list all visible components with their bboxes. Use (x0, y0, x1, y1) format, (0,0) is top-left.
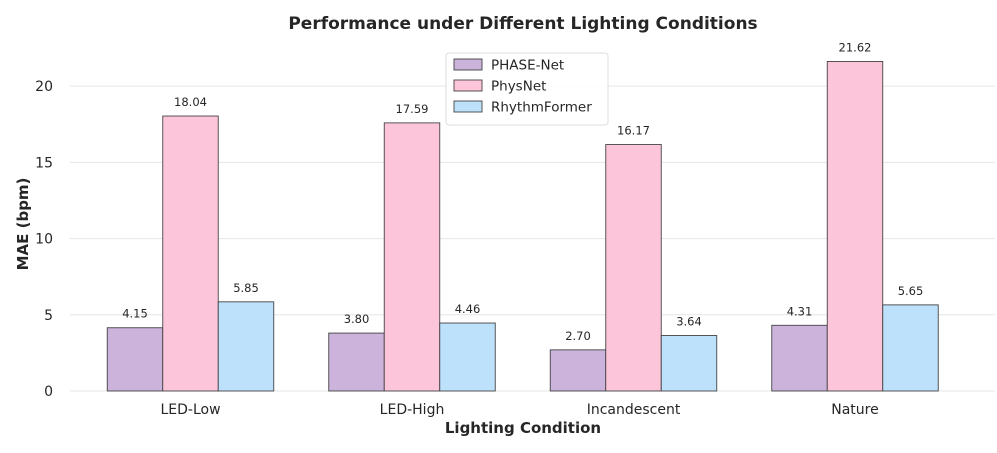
data-label: 16.17 (617, 124, 650, 138)
y-tick-label: 10 (35, 232, 53, 248)
y-tick-label: 15 (35, 155, 53, 171)
bar-rhythmformer-led-high (439, 322, 496, 392)
x-tick-label: LED-Low (160, 402, 220, 418)
bar-phase-net-led-high (328, 332, 385, 392)
y-tick-label: 5 (44, 308, 53, 324)
x-tick-label: LED-High (380, 402, 445, 418)
data-label: 17.59 (396, 102, 429, 116)
bar-physnet-led-high (383, 122, 441, 392)
data-label: 18.04 (174, 95, 207, 109)
legend-label: PHASE-Net (491, 58, 564, 74)
y-tick-label: 0 (44, 384, 53, 400)
chart-title: Performance under Different Lighting Con… (288, 14, 757, 34)
x-axis-label: Lighting Condition (445, 419, 601, 437)
data-label: 3.80 (344, 312, 370, 326)
legend-label: PhysNet (491, 79, 546, 95)
data-label: 4.15 (122, 307, 148, 321)
y-tick-label: 20 (35, 79, 53, 95)
legend-swatch (453, 100, 483, 113)
bar-physnet-nature (826, 61, 884, 392)
legend: PHASE-Net PhysNet RhythmFormer (445, 52, 609, 126)
data-label: 21.62 (839, 40, 872, 54)
y-axis-label: MAE (bpm) (14, 178, 32, 271)
data-label: 4.31 (787, 304, 813, 318)
x-tick-label: Incandescent (587, 402, 681, 418)
data-label: 5.65 (898, 284, 924, 298)
data-labels: 4.15 18.04 5.85 3.80 17.59 4.46 2.70 16.17 3.64 4… (122, 40, 923, 342)
x-axis-ticks: LED-Low LED-High Incandescent Nature (160, 402, 878, 418)
legend-swatch (453, 79, 483, 92)
bars (106, 61, 939, 392)
data-label: 4.46 (455, 302, 481, 316)
bar-rhythmformer-incandescent (660, 335, 718, 392)
bar-rhythmformer-nature (882, 304, 939, 392)
bar-physnet-led-low (162, 115, 219, 392)
data-label: 2.70 (565, 329, 591, 343)
legend-label: RhythmFormer (491, 100, 592, 116)
bar-rhythmformer-led-low (217, 301, 275, 392)
bar-phase-net-nature (771, 324, 828, 392)
x-tick-label: Nature (831, 402, 878, 418)
legend-swatch (453, 58, 483, 71)
data-label: 5.85 (233, 281, 259, 295)
data-label: 3.64 (676, 315, 702, 329)
legend-box (445, 52, 609, 126)
bar-phase-net-led-low (106, 327, 164, 392)
y-axis-ticks: 0 5 10 15 20 (35, 79, 53, 400)
bar-phase-net-incandescent (549, 349, 607, 392)
bar-physnet-incandescent (605, 144, 662, 392)
